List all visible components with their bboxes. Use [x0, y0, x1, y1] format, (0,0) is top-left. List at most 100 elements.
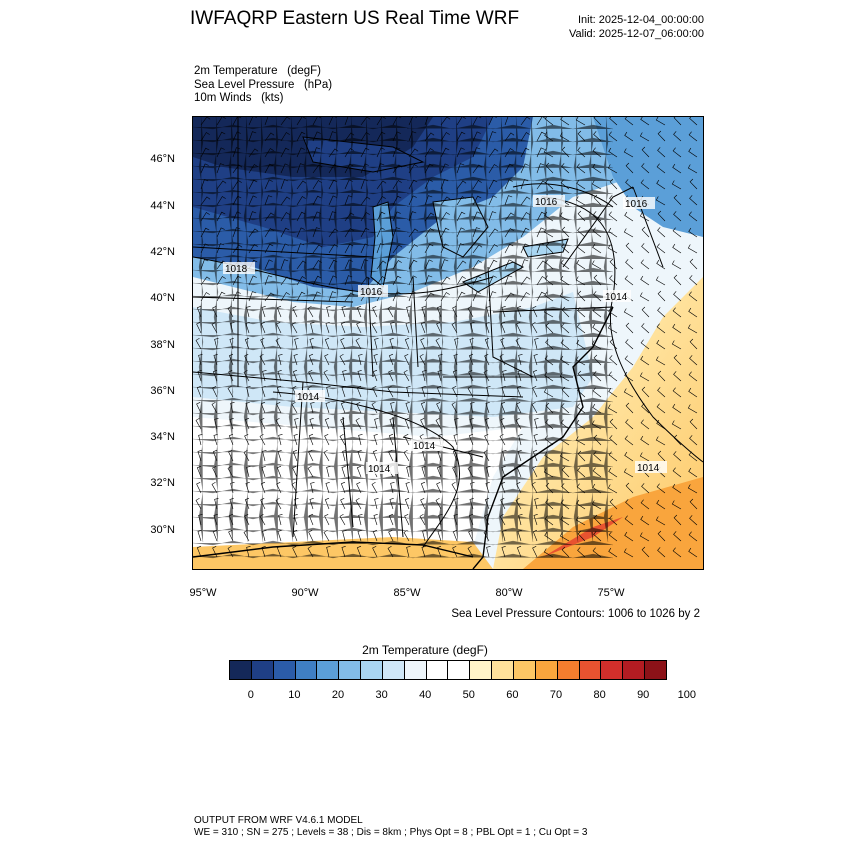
wind-barb [438, 354, 443, 366]
wind-barb [232, 211, 241, 222]
wind-barb [213, 514, 218, 526]
wind-barb [341, 546, 346, 558]
wind-barb [392, 117, 402, 126]
wind-barb [296, 117, 306, 126]
wind-barb [608, 467, 618, 478]
wind-barb [264, 132, 275, 142]
wind-barb [232, 291, 241, 302]
wind-barb [392, 164, 403, 174]
wind-barb [280, 212, 290, 222]
wind-barb [260, 338, 266, 350]
wind-barb [376, 243, 385, 254]
county-line [588, 117, 594, 543]
wind-barb [373, 434, 378, 446]
wind-barb [296, 211, 306, 222]
wind-barb [577, 467, 586, 478]
wind-barb [308, 450, 314, 462]
wind-barb [275, 338, 282, 350]
wind-barb [419, 354, 426, 366]
wind-barb [593, 434, 602, 446]
lon-label: 85°W [393, 587, 421, 599]
wind-barb [195, 338, 202, 350]
wind-barb [360, 163, 369, 174]
wind-barb [405, 322, 410, 334]
wind-barb [504, 163, 514, 174]
wind-barb [532, 466, 538, 478]
colorbar-tick: 50 [462, 689, 475, 701]
county-line [193, 553, 614, 559]
wind-barb [248, 117, 257, 126]
wind-barb [228, 450, 234, 462]
wind-barb [576, 243, 586, 254]
wind-barb [591, 180, 602, 190]
wind-barb [408, 291, 417, 302]
colorbar-swatch [251, 661, 274, 679]
wind-barb [248, 195, 257, 206]
wind-barb [452, 449, 458, 462]
wind-barb [688, 211, 698, 222]
county-mesh [193, 117, 614, 559]
wind-barb [689, 435, 698, 446]
wind-barb [467, 306, 474, 318]
wind-barb [406, 306, 411, 318]
county-line [193, 488, 614, 494]
wind-barb [641, 323, 650, 334]
state-border-line [562, 186, 634, 268]
wind-barb [609, 515, 618, 526]
county-line [273, 117, 279, 543]
wind-barb [501, 306, 506, 318]
wind-barb [673, 531, 682, 542]
wind-barb [360, 196, 371, 206]
wind-barb [292, 466, 298, 478]
wind-barb [608, 371, 618, 382]
wind-barb [420, 321, 426, 334]
wind-barb [312, 275, 322, 286]
wind-barb [356, 465, 362, 478]
wind-barb [577, 547, 586, 558]
wind-barb [232, 244, 243, 254]
county-line [193, 306, 614, 312]
wind-barb [640, 499, 650, 510]
wind-barb [308, 433, 314, 446]
wind-barb [688, 387, 698, 398]
wind-barb [408, 211, 417, 222]
wind-barb [656, 499, 666, 510]
wind-barb [577, 227, 586, 238]
wind-barb [639, 532, 650, 542]
wind-barb [623, 228, 634, 238]
wind-barb [232, 117, 242, 126]
wind-barb [360, 117, 371, 126]
colorbar-swatch [426, 661, 449, 679]
wind-barb [488, 259, 498, 270]
wind-barb [308, 353, 314, 366]
colorbar-tick: 20 [331, 689, 345, 701]
wind-barb [264, 212, 275, 222]
wind-barb [500, 498, 506, 510]
wind-barb [536, 276, 546, 286]
wind-barb [408, 244, 418, 254]
wind-barb [388, 370, 394, 382]
wind-barb [488, 228, 499, 238]
wind-barb [312, 291, 321, 302]
wind-barb [344, 259, 353, 270]
wind-barb [243, 370, 250, 382]
wind-barb [248, 211, 257, 222]
wind-barb [264, 148, 274, 158]
wind-barb [228, 530, 234, 542]
wind-barb [264, 259, 273, 270]
state-border-line [487, 266, 534, 378]
wind-barb [534, 338, 539, 350]
wind-barb [504, 292, 515, 302]
wind-barb [312, 227, 321, 238]
wind-barb [328, 291, 337, 302]
wind-barb [243, 450, 250, 462]
wind-barb [536, 131, 546, 142]
wind-barb [421, 546, 426, 558]
wind-barb [575, 356, 586, 366]
wind-barb [200, 196, 211, 206]
wind-barb [424, 292, 435, 302]
wind-barb [276, 482, 282, 494]
wind-barb [388, 450, 394, 462]
wind-barb [472, 195, 482, 206]
lat-label: 34°N [150, 431, 175, 443]
